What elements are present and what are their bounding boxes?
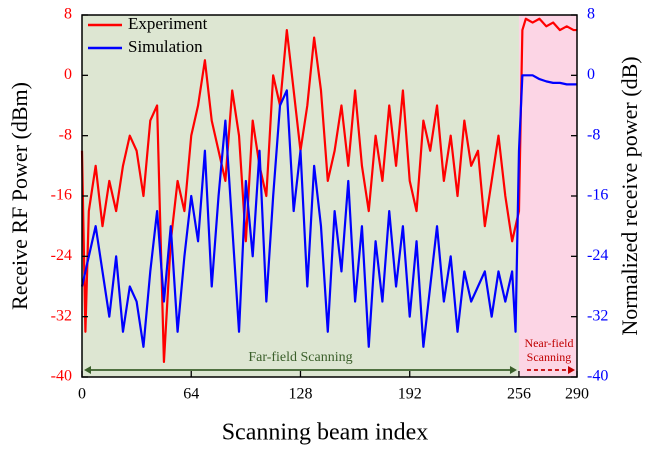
arrow-head	[509, 366, 517, 374]
x-tick-label: 128	[288, 386, 312, 403]
x-tick-label: 290	[565, 386, 589, 403]
y-tick-label: -24	[51, 247, 72, 264]
y-tick-label: -16	[51, 187, 72, 204]
y2-tick-label: -40	[587, 368, 608, 385]
region-label: Far-field Scanning	[248, 350, 352, 365]
arrow-head	[84, 366, 91, 374]
x-axis-label: Scanning beam index	[222, 420, 429, 446]
x-tick-label: 64	[183, 386, 199, 403]
y2-tick-label: -8	[587, 126, 600, 143]
x-tick-label: 256	[507, 386, 531, 403]
y2-tick-label: -32	[587, 307, 608, 324]
y2-tick-label: -24	[587, 247, 608, 264]
x-tick-label: 0	[78, 386, 86, 403]
y-tick-label: 0	[64, 66, 72, 83]
y-tick-label: -8	[59, 126, 72, 143]
x-tick-label: 192	[398, 386, 422, 403]
legend-label: Experiment	[128, 14, 208, 33]
legend-label: Simulation	[128, 37, 203, 56]
y2-axis-label: Normalized receive power (dB)	[617, 56, 642, 335]
y-axis-label: Receive RF Power (dBm)	[7, 82, 32, 310]
arrow-head	[568, 366, 575, 374]
y-tick-label: 8	[64, 6, 72, 23]
region-label: Near-field	[524, 336, 573, 350]
series-line	[80, 74, 577, 348]
region	[518, 15, 577, 377]
y2-tick-label: 0	[587, 66, 595, 83]
region-label: Scanning	[527, 350, 572, 364]
y2-tick-label: -16	[587, 187, 608, 204]
region	[82, 15, 519, 377]
y-tick-label: -40	[51, 368, 72, 385]
y2-tick-label: 8	[587, 6, 595, 23]
y-tick-label: -32	[51, 307, 72, 324]
